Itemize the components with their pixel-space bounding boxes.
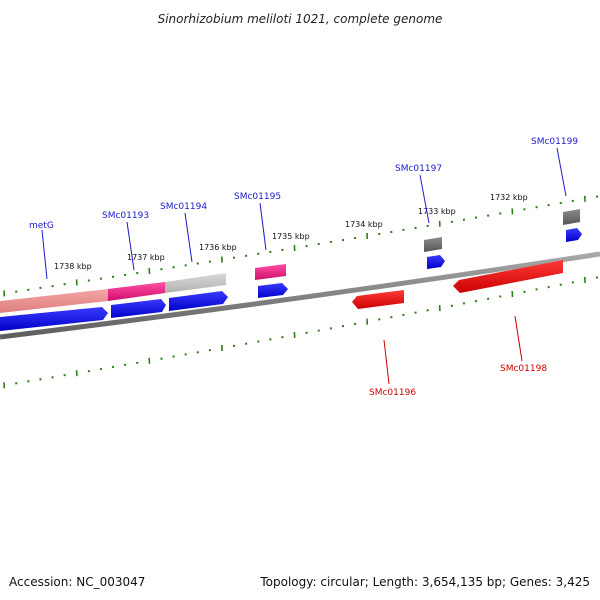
gene-label-SMc01197[interactable]: SMc01197	[395, 164, 442, 174]
lower-tick-row	[3, 276, 599, 389]
scale-label-1733: 1733 kbp	[418, 207, 456, 216]
scale-label-1736: 1736 kbp	[199, 243, 237, 252]
gene-label-SMc01195[interactable]: SMc01195	[234, 192, 281, 202]
gene-label-metG[interactable]: metG	[29, 221, 54, 231]
gene-label-SMc01196[interactable]: SMc01196	[369, 388, 416, 398]
cds-arrow-metG	[0, 307, 108, 331]
cds-arrow-SMc01194	[169, 291, 228, 311]
upper-tick-row	[3, 195, 599, 297]
gene-bar-SMc01194	[165, 273, 226, 293]
cds-arrow-SMc01198	[453, 260, 563, 293]
leader-line-SMc01199	[556, 147, 567, 197]
genome-summary: Topology: circular; Length: 3,654,135 bp…	[259, 575, 590, 589]
cds-arrow-SMc01195	[258, 283, 288, 298]
genome-backbone	[0, 251, 600, 340]
forward-gene-bars	[0, 209, 580, 313]
leader-line-SMc01198	[514, 315, 523, 362]
leader-line-SMc01194	[184, 212, 193, 263]
gene-labels: metG SMc01193 SMc01194 SMc01195 SMc01197…	[29, 137, 578, 398]
leader-line-metG	[41, 229, 48, 280]
leader-line-SMc01193	[126, 221, 135, 271]
gene-label-SMc01194[interactable]: SMc01194	[160, 202, 207, 212]
cds-arrow-SMc01199	[566, 228, 582, 242]
gene-bar-metG	[0, 289, 108, 313]
scale-label-1734: 1734 kbp	[345, 220, 383, 229]
accession-label: Accession: NC_003047	[9, 575, 145, 589]
scale-label-1735: 1735 kbp	[272, 232, 310, 241]
leader-line-SMc01197	[419, 174, 430, 224]
cds-arrow-SMc01197	[427, 255, 445, 269]
forward-cds-arrows	[0, 228, 582, 331]
scale-label-1737: 1737 kbp	[127, 253, 165, 262]
leader-line-SMc01195	[259, 202, 267, 251]
cds-arrow-SMc01193	[111, 299, 166, 318]
scale-label-1732: 1732 kbp	[490, 193, 528, 202]
map-title: Sinorhizobium meliloti 1021, complete ge…	[158, 12, 443, 26]
gene-bar-SMc01195	[255, 264, 286, 280]
leader-lines	[41, 147, 567, 385]
scale-labels: 1738 kbp 1737 kbp 1736 kbp 1735 kbp 1734…	[54, 193, 528, 271]
cds-arrow-SMc01196	[352, 290, 404, 309]
gene-label-SMc01193[interactable]: SMc01193	[102, 211, 149, 221]
scale-label-1738: 1738 kbp	[54, 262, 92, 271]
gene-bar-SMc01197	[424, 237, 442, 252]
reverse-cds-arrows	[352, 260, 563, 309]
gene-bar-SMc01193	[108, 282, 165, 301]
gene-label-SMc01198[interactable]: SMc01198	[500, 364, 547, 374]
gene-label-SMc01199[interactable]: SMc01199	[531, 137, 578, 147]
leader-line-SMc01196	[383, 339, 390, 385]
gene-bar-SMc01199	[563, 209, 580, 225]
